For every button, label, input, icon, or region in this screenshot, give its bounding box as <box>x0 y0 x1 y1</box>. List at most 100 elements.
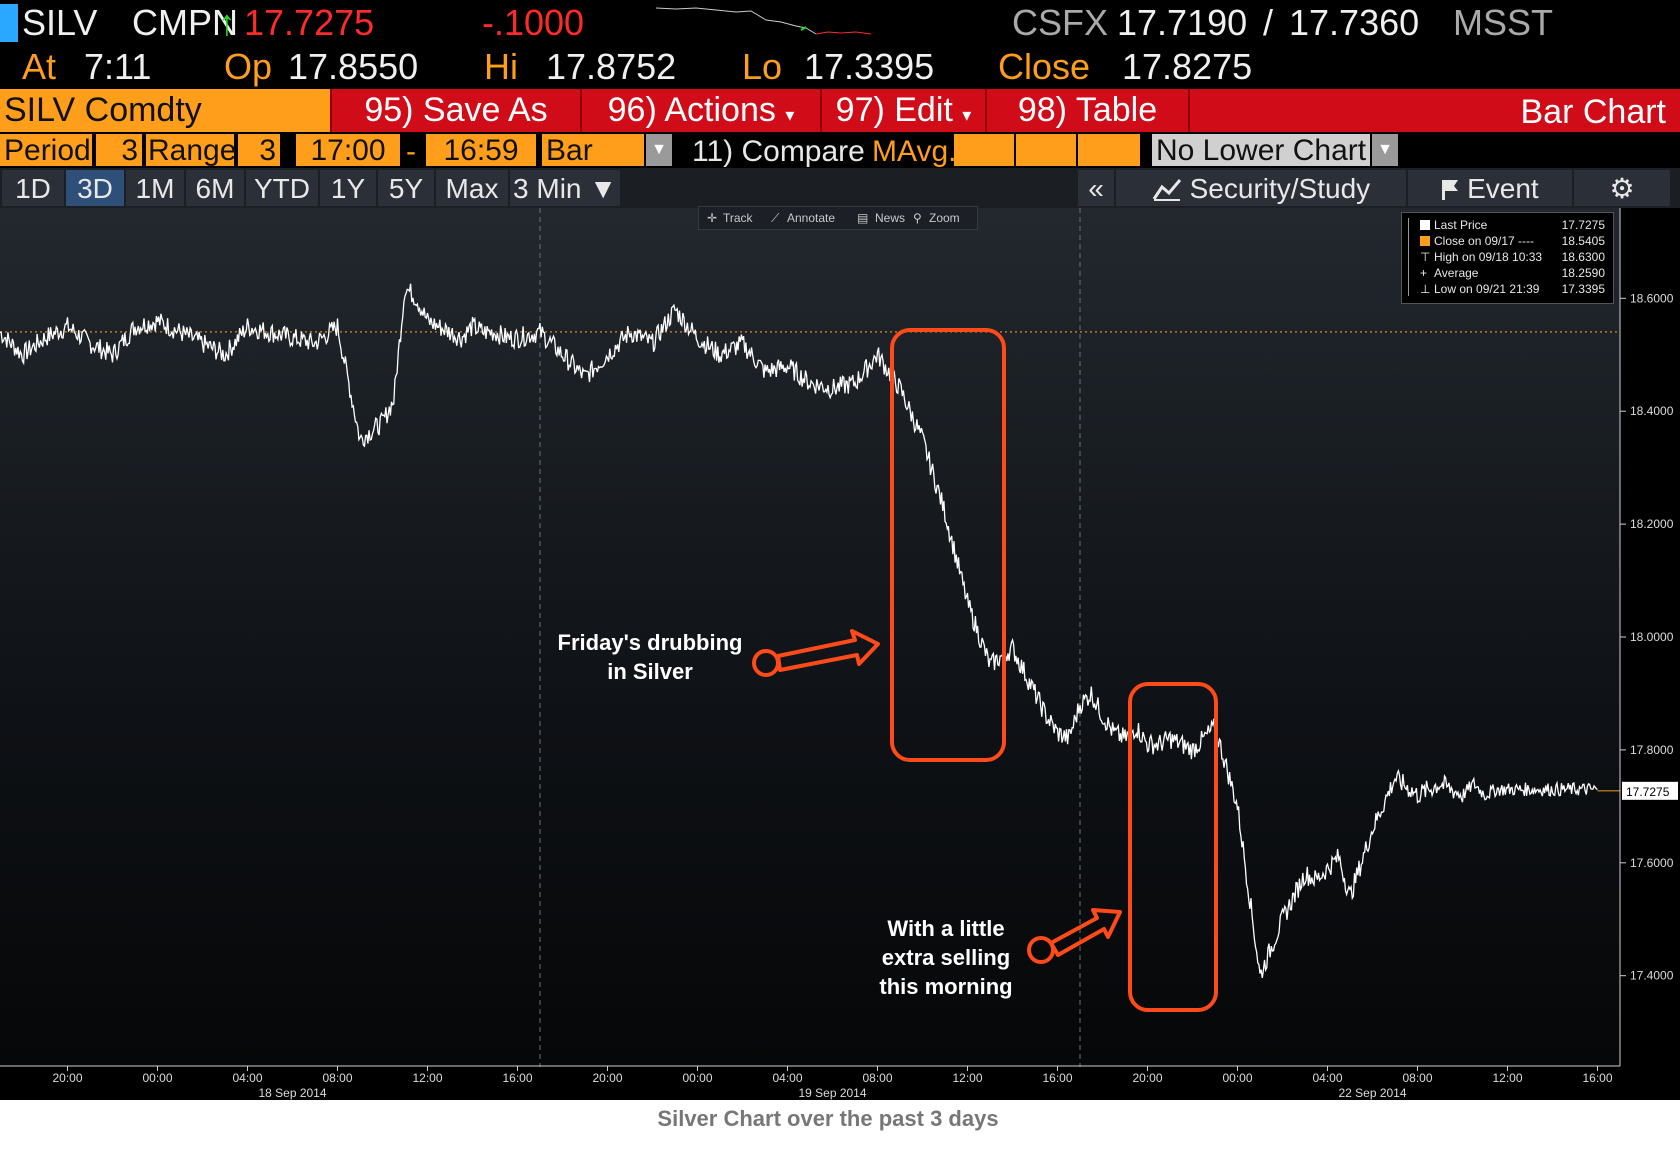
zoom-button[interactable]: Zoom <box>929 211 960 225</box>
chevron-down-icon: ▾ <box>962 105 972 125</box>
annotation-friday: Friday's drubbing in Silver <box>540 628 760 686</box>
tab-1m[interactable]: 1M <box>126 170 184 206</box>
security-selector-marker <box>0 4 18 42</box>
edit-menu[interactable]: 97) Edit ▾ <box>820 89 985 132</box>
white-square-icon <box>1420 220 1430 230</box>
annotation-line: With a little <box>887 916 1005 941</box>
bid-price: 17.7190 <box>1117 2 1248 43</box>
legend-label: Average <box>1434 266 1479 280</box>
news-button[interactable]: News <box>875 211 906 225</box>
legend-low: ⊥ Low on 09/21 21:39 17.3395 <box>1402 282 1613 297</box>
last-price-tag-bg <box>1622 781 1678 800</box>
legend-value: 18.5405 <box>1561 234 1605 248</box>
frequency-select[interactable]: 3 Min ▼ <box>510 170 620 206</box>
chevron-down-icon[interactable]: ▼ <box>646 134 672 166</box>
x-tick-label: 04:00 <box>1312 1071 1342 1085</box>
x-tick-label: 08:00 <box>862 1071 892 1085</box>
start-time-input[interactable]: 17:00 <box>296 134 400 167</box>
date-label: 19 Sep 2014 <box>798 1086 866 1100</box>
friday-highlight-box <box>890 328 1006 762</box>
tab-ytd[interactable]: YTD <box>246 170 318 206</box>
edit-label: 97) Edit <box>835 91 953 129</box>
quote-line-2: At 7:11 Op 17.8550 Hi 17.8752 Lo 17.3395… <box>0 45 1680 89</box>
x-axis-band <box>0 1067 1680 1100</box>
annotation-line: extra selling <box>881 945 1011 970</box>
collapse-panel-button[interactable]: « <box>1078 170 1114 206</box>
average-marker-icon: + <box>1420 266 1428 280</box>
legend-label: Low on 09/21 21:39 <box>1434 282 1540 296</box>
lower-chart-select[interactable]: No Lower Chart <box>1152 134 1370 167</box>
track-button[interactable]: Track <box>723 211 753 225</box>
gear-icon[interactable]: ⚙ <box>1574 170 1670 206</box>
friday-arrow <box>752 629 880 677</box>
x-tick-label: 20:00 <box>52 1071 82 1085</box>
legend-label: Close on 09/17 ---- <box>1434 234 1535 248</box>
x-tick-label: 12:00 <box>1492 1071 1522 1085</box>
legend-last-price: Last Price 17.7275 <box>1402 218 1613 233</box>
ticker: SILV <box>22 2 98 43</box>
compare-button[interactable]: 11) Compare <box>692 135 865 168</box>
annotate-button[interactable]: Annotate <box>787 211 836 225</box>
legend-value: 17.7275 <box>1561 218 1605 232</box>
last-price-tag: 17.7275 <box>1622 781 1678 800</box>
plot-area <box>0 208 1620 1066</box>
tab-1y[interactable]: 1Y <box>320 170 376 206</box>
net-change: -.1000 <box>482 2 585 43</box>
legend-close: Close on 09/17 ---- 18.5405 <box>1402 234 1613 249</box>
orange-square-icon <box>1420 236 1430 246</box>
dealer-bid: CSFX <box>1012 2 1109 43</box>
bid-ask-separator: / <box>1263 2 1274 43</box>
mavg-field-1[interactable] <box>954 134 1014 166</box>
x-tick-label: 12:00 <box>412 1071 442 1085</box>
time-label: At <box>22 46 57 87</box>
price-chart[interactable]: 18.6000 18.4000 18.2000 18.0000 17.8000 17.60… <box>0 0 1680 1100</box>
chevron-down-icon[interactable]: ▼ <box>1372 134 1398 166</box>
legend-high: ⊤ High on 09/18 10:33 18.6300 <box>1402 250 1613 265</box>
bloomberg-terminal: SILV CMPN ↑ 17.7275 -.1000 CSFX 17.7190 … <box>0 0 1680 1100</box>
open-label: Op <box>224 46 273 87</box>
annotation-layer <box>752 328 1218 1012</box>
mavg-field-3[interactable] <box>1078 134 1140 166</box>
up-arrow-icon: ↑ <box>218 2 236 43</box>
security-study-button[interactable]: Security/Study <box>1116 170 1406 206</box>
chart-style-select[interactable]: Bar <box>542 134 644 167</box>
security-field[interactable]: SILV Comdty <box>0 89 330 132</box>
last-price: 17.7275 <box>244 2 375 43</box>
y-tick-label: 18.6000 <box>1630 291 1674 305</box>
chevron-down-icon: ▾ <box>785 105 795 125</box>
annotation-line: in Silver <box>607 659 693 684</box>
chart-type-title: Bar Chart <box>1520 93 1667 131</box>
mavg-label: MAvg. <box>872 135 957 168</box>
tab-5y[interactable]: 5Y <box>378 170 434 206</box>
tab-6m[interactable]: 6M <box>186 170 244 206</box>
x-tick-label: 20:00 <box>1132 1071 1162 1085</box>
tab-1d[interactable]: 1D <box>2 170 64 206</box>
price-line <box>0 283 1598 978</box>
flag-icon <box>1442 180 1459 200</box>
morning-arrow <box>1027 908 1122 964</box>
x-tick-label: 00:00 <box>682 1071 712 1085</box>
tab-max[interactable]: Max <box>436 170 508 206</box>
y-tick-label: 18.2000 <box>1630 517 1674 531</box>
event-label: Event <box>1467 173 1539 204</box>
mavg-field-2[interactable] <box>1016 134 1076 166</box>
save-as-button[interactable]: 95) Save As <box>330 89 580 132</box>
range-value[interactable]: 3 <box>238 134 280 167</box>
x-tick-label: 00:00 <box>142 1071 172 1085</box>
event-button[interactable]: Event <box>1408 170 1572 206</box>
period-value[interactable]: 3 <box>96 134 142 167</box>
tab-3d[interactable]: 3D <box>66 170 124 206</box>
end-time-input[interactable]: 16:59 <box>426 134 536 167</box>
time-range-dash: - <box>406 135 416 168</box>
dealer-ask: MSST <box>1453 2 1554 43</box>
chart-caption: Silver Chart over the past 3 days <box>657 1106 999 1131</box>
x-tick-label: 20:00 <box>592 1071 622 1085</box>
legend-value: 18.2590 <box>1561 266 1605 280</box>
legend-bracket <box>1408 218 1415 296</box>
table-button[interactable]: 98) Table <box>985 89 1190 132</box>
actions-menu[interactable]: 96) Actions ▾ <box>580 89 820 132</box>
last-price-tag-text: 17.7275 <box>1626 785 1670 799</box>
high-label: Hi <box>484 46 518 87</box>
last-trade-time: 7:11 <box>84 46 152 87</box>
legend-value: 17.3395 <box>1561 282 1605 296</box>
